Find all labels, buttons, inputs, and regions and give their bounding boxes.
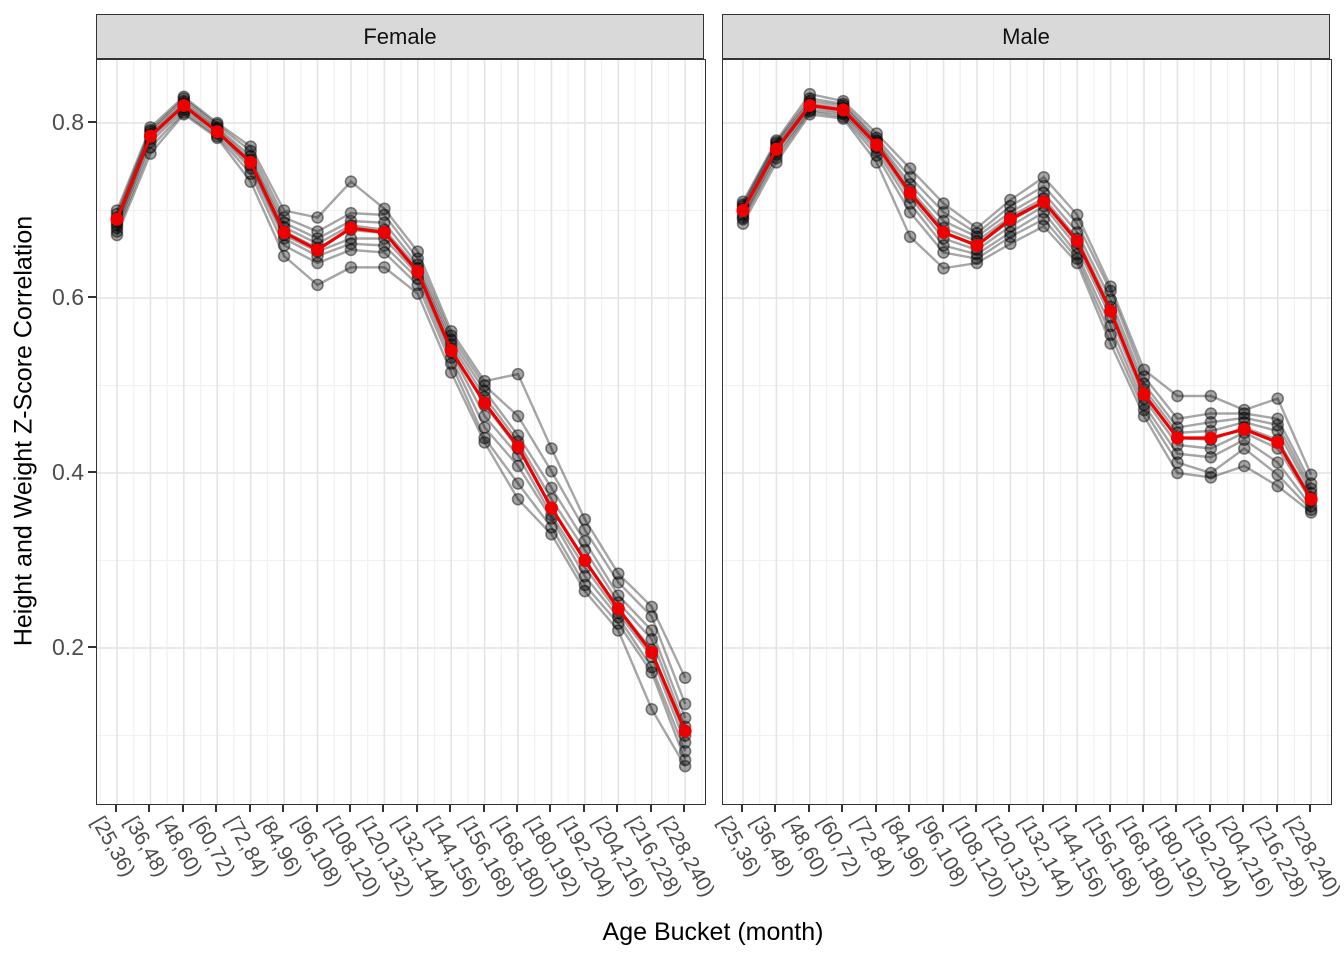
x-tick-label: [204,216) <box>1214 813 1278 901</box>
gridlines-minor <box>723 60 1331 804</box>
x-tick-label: [25,36) <box>87 813 140 881</box>
individual-series <box>110 90 692 685</box>
x-tick-label: [96,108) <box>287 813 345 891</box>
x-tick-mark <box>516 804 519 812</box>
x-tick-label: [192,204) <box>1181 813 1245 901</box>
x-tick-mark <box>181 804 184 812</box>
x-tick-mark <box>841 804 844 812</box>
x-tick-mark <box>582 804 585 812</box>
panel-male <box>722 59 1332 805</box>
x-tick-mark <box>549 804 552 812</box>
x-tick-label: [180,192) <box>1147 813 1211 901</box>
x-tick-mark <box>1008 804 1011 812</box>
x-tick-mark <box>1242 804 1245 812</box>
y-tick-mark <box>88 296 96 298</box>
plot-area-male <box>723 60 1331 804</box>
x-tick-mark <box>974 804 977 812</box>
x-tick-mark <box>908 804 911 812</box>
x-tick-label: [72,84) <box>847 813 900 881</box>
x-tick-label: [84,96) <box>254 813 307 881</box>
y-tick-label: 0.6 <box>52 284 84 310</box>
mean-series <box>736 99 1318 506</box>
x-tick-label: [216,228) <box>1248 813 1312 901</box>
x-tick-mark <box>1041 804 1044 812</box>
x-tick-label: [72,84) <box>221 813 274 881</box>
y-tick-label: 0.2 <box>52 634 84 660</box>
x-tick-label: [132,144) <box>1014 813 1078 901</box>
x-tick-label: [132,144) <box>388 813 452 901</box>
x-tick-label: [156,168) <box>1081 813 1145 901</box>
x-tick-label: [192,204) <box>555 813 619 901</box>
x-tick-mark <box>415 804 418 812</box>
x-tick-mark <box>315 804 318 812</box>
x-tick-label: [108,120) <box>321 813 385 901</box>
x-tick-label: [25,36) <box>713 813 766 881</box>
x-tick-mark <box>807 804 810 812</box>
x-tick-label: [180,192) <box>521 813 585 901</box>
y-axis-title: Height and Weight Z-Score Correlation <box>9 215 38 647</box>
x-tick-label: [48,60) <box>154 813 207 881</box>
mean-series <box>110 99 692 738</box>
x-tick-label: [96,108) <box>913 813 971 891</box>
x-tick-label: [168,180) <box>1114 813 1178 901</box>
facet-strip-male-label: Male <box>1002 23 1050 49</box>
gridlines-minor <box>97 60 705 804</box>
x-tick-mark <box>449 804 452 812</box>
panel-female <box>96 59 706 805</box>
x-tick-mark <box>874 804 877 812</box>
x-tick-label: [168,180) <box>488 813 552 901</box>
x-tick-mark <box>282 804 285 812</box>
x-tick-mark <box>1275 804 1278 812</box>
x-tick-mark <box>348 804 351 812</box>
x-tick-mark <box>1208 804 1211 812</box>
y-tick-mark <box>88 121 96 123</box>
x-tick-mark <box>115 804 117 812</box>
y-tick-label: 0.4 <box>52 459 84 485</box>
x-tick-label: [216,228) <box>622 813 686 901</box>
x-tick-mark <box>1175 804 1178 812</box>
facet-strip-female-label: Female <box>363 23 437 49</box>
x-tick-mark <box>1142 804 1145 812</box>
x-tick-label: [84,96) <box>880 813 933 881</box>
x-tick-mark <box>941 804 944 812</box>
x-tick-label: [120,132) <box>980 813 1044 901</box>
x-tick-label: [36,48) <box>746 813 799 881</box>
y-tick-mark <box>88 646 96 648</box>
x-tick-mark <box>1075 804 1078 812</box>
x-tick-mark <box>649 804 652 812</box>
x-tick-mark <box>741 804 743 812</box>
plot-area-female <box>97 60 705 804</box>
x-tick-mark <box>1309 804 1312 812</box>
x-tick-mark <box>616 804 619 812</box>
x-tick-label: [120,132) <box>354 813 418 901</box>
x-tick-label: [60,72) <box>187 813 240 881</box>
x-tick-mark <box>382 804 385 812</box>
x-tick-mark <box>683 804 686 812</box>
facet-strip-male: Male <box>722 14 1330 59</box>
x-tick-mark <box>148 804 151 812</box>
x-tick-mark <box>1108 804 1111 812</box>
x-tick-mark <box>215 804 218 812</box>
facet-strip-female: Female <box>96 14 704 59</box>
x-tick-label: [204,216) <box>588 813 652 901</box>
x-tick-label: [36,48) <box>120 813 173 881</box>
x-tick-label: [144,156) <box>421 813 485 901</box>
y-tick-mark <box>88 471 96 473</box>
individual-series <box>736 107 1318 519</box>
x-tick-label: [228,240) <box>655 813 719 901</box>
x-tick-label: [108,120) <box>947 813 1011 901</box>
x-tick-label: [144,156) <box>1047 813 1111 901</box>
x-tick-mark <box>774 804 777 812</box>
x-tick-label: [228,240) <box>1281 813 1344 901</box>
individual-series <box>110 92 692 711</box>
x-tick-mark <box>482 804 485 812</box>
x-tick-label: [60,72) <box>813 813 866 881</box>
y-tick-label: 0.8 <box>52 109 84 135</box>
gridlines-major <box>97 60 705 804</box>
x-tick-label: [48,60) <box>780 813 833 881</box>
x-axis-title: Age Bucket (month) <box>602 918 824 946</box>
x-tick-mark <box>248 804 251 812</box>
x-tick-label: [156,168) <box>455 813 519 901</box>
